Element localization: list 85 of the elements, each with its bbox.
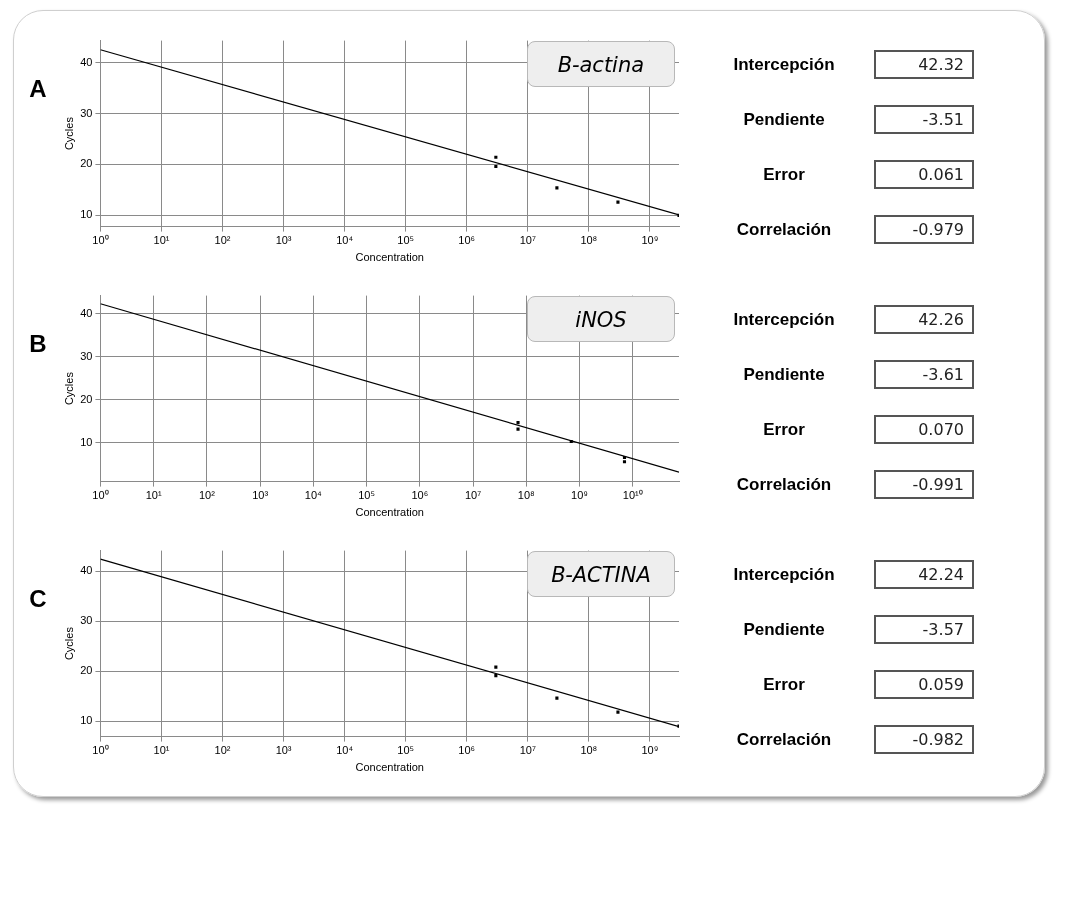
x-axis-title: Concentration: [355, 761, 424, 774]
x-tick-label: 10²: [214, 744, 231, 757]
x-tick-label: 10⁸: [580, 234, 598, 247]
x-tick-label: 10⁷: [464, 489, 482, 502]
x-tick-label: 10⁶: [458, 744, 476, 757]
x-tick-label: 10⁷: [519, 744, 536, 757]
x-axis-title: Concentration: [355, 251, 424, 264]
text: -0.979: [874, 215, 974, 244]
x-tick-label: 10⁹: [571, 489, 588, 502]
text: 42.32: [874, 50, 974, 79]
x-tick-label: 10⁸: [580, 744, 598, 757]
y-axis-title: Cycles: [62, 371, 75, 406]
text: Correlación: [735, 474, 833, 495]
x-tick-label: 10¹: [145, 489, 162, 502]
text: 0.059: [874, 670, 974, 699]
x-tick-label: 10⁸: [517, 489, 535, 502]
point: [616, 200, 620, 204]
y-tick-label: 30: [80, 349, 93, 362]
label-box: iNOS: [527, 296, 675, 342]
y-axis-title: Cycles: [62, 626, 75, 661]
text: B: [28, 329, 48, 358]
text: Error: [762, 164, 806, 185]
text: A: [28, 74, 48, 103]
text: Intercepción: [732, 54, 836, 75]
text: -0.982: [874, 725, 974, 754]
text: 0.061: [874, 160, 974, 189]
text: 42.24: [874, 560, 974, 589]
text: Correlación: [735, 729, 833, 750]
x-tick-label: 10⁴: [336, 744, 354, 757]
text: Error: [762, 674, 806, 695]
text: Error: [762, 419, 806, 440]
point: [616, 710, 620, 714]
text: Intercepción: [732, 309, 836, 330]
y-tick-label: 20: [80, 157, 93, 170]
x-tick-label: 10⁴: [304, 489, 323, 502]
text: -3.61: [874, 360, 974, 389]
x-tick-label: 10²: [198, 489, 216, 502]
x-tick-label: 10⁶: [411, 489, 429, 502]
x-tick-label: 10²: [214, 234, 231, 247]
x-tick-label: 10⁶: [458, 234, 476, 247]
y-tick-label: 20: [80, 392, 93, 405]
x-tick-label: 10⁰: [92, 744, 109, 757]
y-tick-label: 20: [80, 664, 93, 677]
x-tick-label: 10¹: [153, 744, 170, 757]
text: Pendiente: [742, 364, 826, 385]
y-tick-label: 40: [80, 564, 93, 577]
label-box: B-actina: [527, 41, 675, 87]
point: [555, 186, 559, 190]
x-tick-label: 10⁹: [641, 234, 659, 247]
x-tick-label: 10³: [252, 489, 269, 502]
x-tick-label: 10⁰: [92, 234, 109, 247]
text: C: [28, 584, 48, 613]
point: [494, 674, 498, 678]
text: Intercepción: [732, 564, 836, 585]
x-tick-label: 10¹: [153, 234, 170, 247]
x-tick-label: 10³: [275, 744, 292, 757]
x-tick-label: 10¹⁰: [622, 489, 643, 502]
x-tick-label: 10⁵: [397, 744, 415, 757]
label-box: B-ACTINA: [527, 551, 675, 597]
x-tick-label: 10⁵: [358, 489, 375, 502]
x-tick-label: 10³: [275, 234, 292, 247]
y-tick-label: 40: [80, 306, 93, 319]
y-axis-title: Cycles: [62, 116, 75, 151]
text: -3.51: [874, 105, 974, 134]
y-tick-label: 30: [80, 614, 93, 627]
x-tick-label: 10⁷: [519, 234, 536, 247]
x-tick-label: 10⁵: [397, 234, 415, 247]
x-tick-label: 10⁰: [92, 489, 109, 502]
text: Correlación: [735, 219, 833, 240]
x-tick-label: 10⁹: [641, 744, 659, 757]
x-tick-label: 10⁴: [336, 234, 354, 247]
y-tick-label: 30: [80, 106, 93, 119]
y-tick-label: 10: [80, 208, 93, 221]
text: -0.991: [874, 470, 974, 499]
text: 0.070: [874, 415, 974, 444]
text: Pendiente: [742, 619, 826, 640]
y-tick-label: 10: [80, 714, 93, 727]
text: Pendiente: [742, 109, 826, 130]
text: 42.26: [874, 305, 974, 334]
y-tick-label: 40: [80, 55, 93, 68]
text: -3.57: [874, 615, 974, 644]
x-axis-title: Concentration: [355, 506, 424, 519]
point: [555, 696, 559, 700]
y-tick-label: 10: [80, 435, 93, 448]
point: [494, 164, 498, 169]
